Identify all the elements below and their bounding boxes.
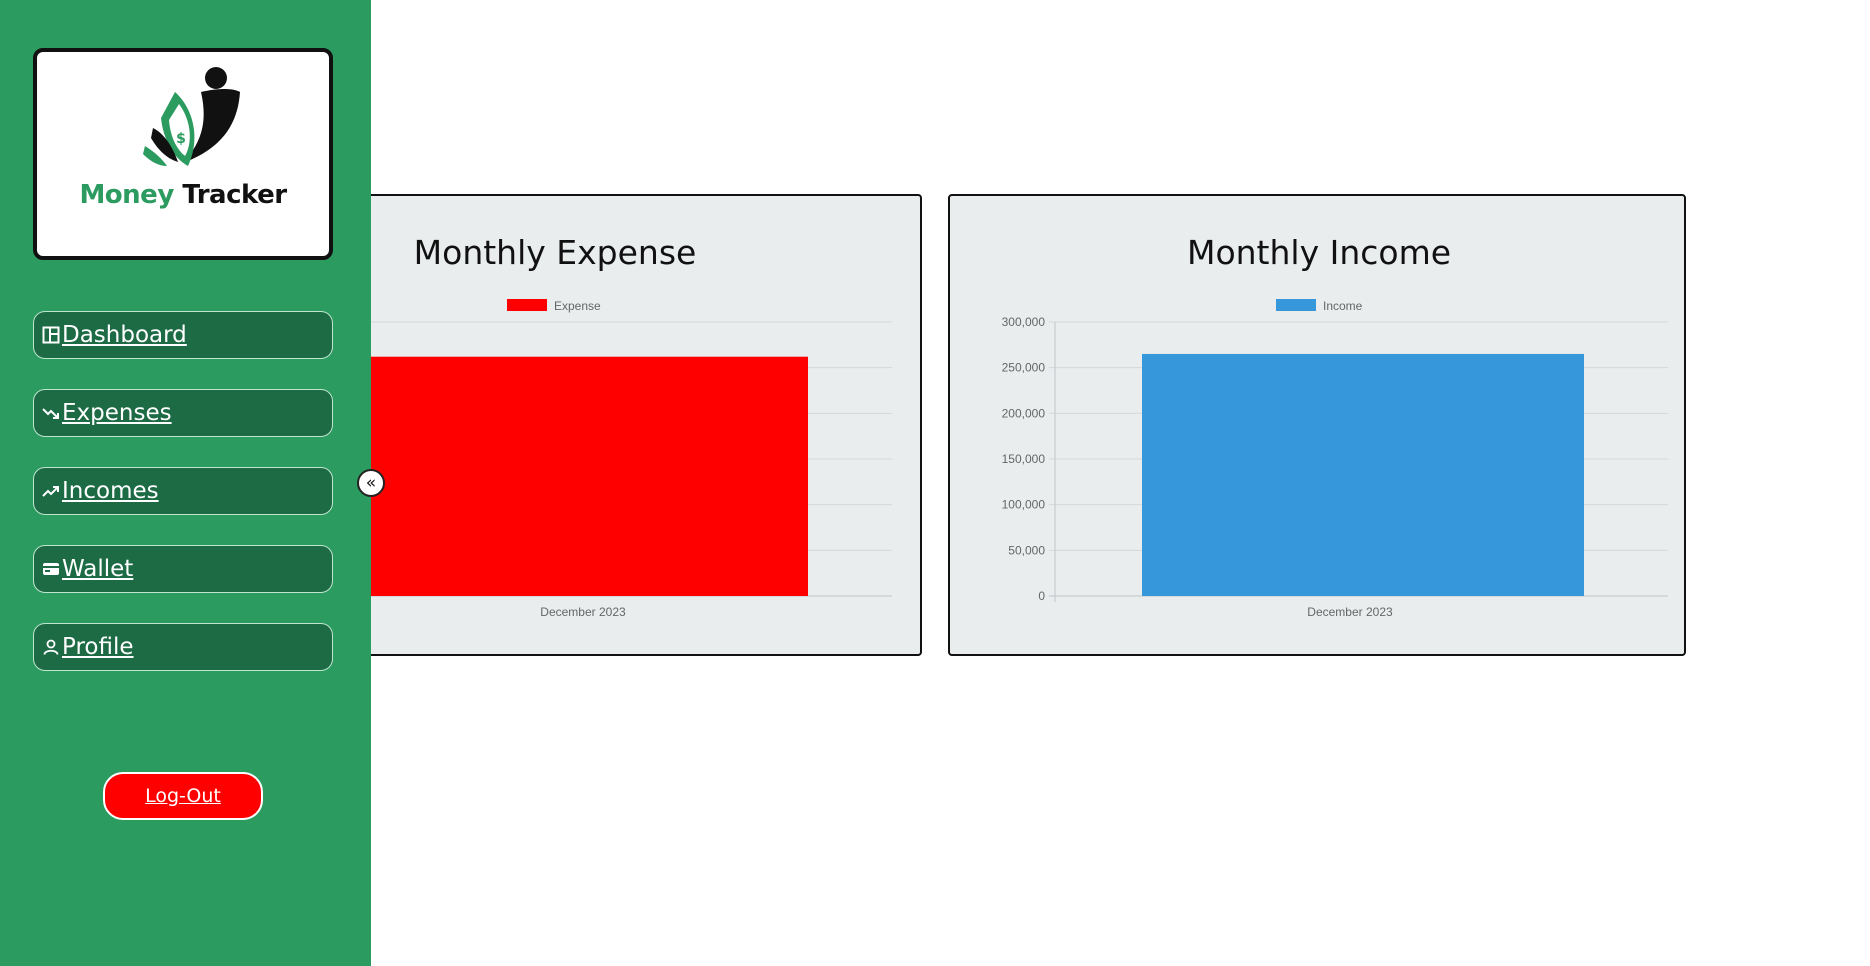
sidebar-item-dashboard[interactable]: Dashboard xyxy=(33,311,333,359)
sidebar-item-label: Expenses xyxy=(62,400,172,426)
sidebar-item-label: Profile xyxy=(62,634,134,660)
sidebar-item-label: Dashboard xyxy=(62,322,187,348)
y-tick-label: 300,000 xyxy=(1002,315,1046,329)
income-plot-area: 0 50,000 100,000 150,000 200,000 250,000 300,0… xyxy=(1002,315,1668,603)
bar-expense[interactable] xyxy=(318,356,808,596)
sidebar-item-expenses[interactable]: Expenses xyxy=(33,389,333,437)
user-icon xyxy=(42,638,60,656)
sidebar-item-wallet[interactable]: Wallet xyxy=(33,545,333,593)
wallet-icon xyxy=(42,560,60,578)
trending-down-icon xyxy=(42,404,60,422)
y-tick-label: 0 xyxy=(1038,589,1045,603)
income-legend-swatch[interactable] xyxy=(1276,299,1316,311)
monthly-expense-chart: Monthly Expense Expense December 2023 xyxy=(270,194,922,656)
monthly-income-chart: Monthly Income Income 0 50,000 100,000 150,… xyxy=(948,194,1686,656)
logout-button[interactable]: Log-Out xyxy=(103,772,263,820)
expense-x-tick-label: December 2023 xyxy=(540,605,626,619)
expense-legend-swatch[interactable] xyxy=(507,299,547,311)
logo[interactable]: $ Money Tracker xyxy=(33,48,333,260)
sidebar: $ Money Tracker Dashboard Expenses Incom… xyxy=(0,0,371,966)
expense-plot-area xyxy=(312,321,892,602)
y-tick-label: 250,000 xyxy=(1002,361,1046,375)
y-tick-label: 200,000 xyxy=(1002,406,1046,420)
income-chart-title: Monthly Income xyxy=(1187,233,1451,272)
dashboard-icon xyxy=(42,326,60,344)
income-legend-label[interactable]: Income xyxy=(1323,299,1363,313)
income-chart-svg: Monthly Income Income 0 50,000 100,000 150,… xyxy=(1002,233,1668,619)
sidebar-item-incomes[interactable]: Incomes xyxy=(33,467,333,515)
sidebar-item-label: Incomes xyxy=(62,478,159,504)
sidebar-item-label: Wallet xyxy=(62,556,134,582)
bar-income[interactable] xyxy=(1142,353,1584,596)
svg-text:$: $ xyxy=(176,131,186,147)
trending-up-icon xyxy=(42,482,60,500)
sidebar-item-profile[interactable]: Profile xyxy=(33,623,333,671)
y-tick-label: 150,000 xyxy=(1002,452,1046,466)
y-tick-label: 50,000 xyxy=(1008,543,1045,557)
y-tick-label: 100,000 xyxy=(1002,498,1046,512)
collapse-sidebar-button[interactable]: « xyxy=(357,469,385,497)
logo-text: Money Tracker xyxy=(79,180,287,210)
money-tracker-logo-icon: $ xyxy=(143,67,240,166)
income-x-tick-label: December 2023 xyxy=(1307,605,1393,619)
expense-chart-svg: Monthly Expense Expense December 2023 xyxy=(312,233,892,619)
expense-chart-title: Monthly Expense xyxy=(414,233,697,272)
expense-legend-label[interactable]: Expense xyxy=(554,299,601,313)
